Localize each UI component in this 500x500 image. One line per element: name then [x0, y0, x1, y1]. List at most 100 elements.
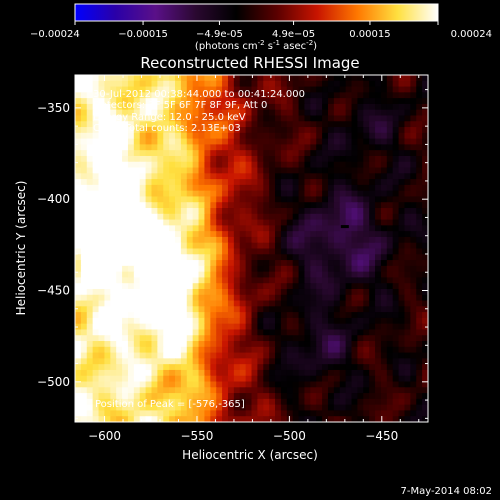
heatmap-cell [251, 231, 258, 238]
heatmap-cell [86, 127, 94, 134]
heatmap-cell [186, 335, 194, 342]
heatmap-cell [280, 132, 288, 140]
heatmap-cell [369, 369, 376, 377]
heatmap-cell [157, 179, 164, 186]
heatmap-cell [175, 393, 182, 400]
heatmap-cell [398, 410, 406, 417]
heatmap-cell [404, 92, 411, 99]
heatmap-cell [351, 341, 358, 348]
heatmap-cell [75, 288, 82, 296]
heatmap-cell [222, 109, 229, 117]
heatmap-cell [375, 265, 382, 273]
heatmap-cell [157, 213, 164, 221]
heatmap-cell [233, 346, 241, 354]
heatmap-cell [122, 196, 129, 203]
heatmap-cell [122, 155, 129, 163]
heatmap-cell [416, 335, 423, 342]
heatmap-cell [216, 288, 223, 296]
heatmap-cell [239, 375, 247, 383]
heatmap-cell [75, 358, 82, 365]
heatmap-cell [369, 208, 376, 215]
heatmap-cell [257, 80, 264, 88]
heatmap-cell [157, 242, 164, 250]
heatmap-cell [222, 277, 229, 284]
heatmap-cell [345, 352, 353, 359]
heatmap-cell [239, 416, 247, 422]
heatmap-cell [345, 86, 353, 93]
heatmap-cell [127, 155, 135, 163]
heatmap-cell [416, 184, 423, 192]
heatmap-cell [169, 410, 176, 417]
heatmap-cell [169, 277, 176, 284]
heatmap-cell [210, 323, 217, 331]
heatmap-cell [345, 271, 353, 279]
heatmap-cell [98, 132, 106, 140]
heatmap-cell [380, 184, 388, 192]
heatmap-cell [257, 121, 264, 128]
heatmap-cell [422, 358, 428, 365]
heatmap-cell [398, 202, 406, 209]
heatmap-cell [257, 346, 264, 354]
heatmap-cell [233, 335, 241, 342]
heatmap-cell [339, 98, 347, 105]
heatmap-cell [322, 341, 329, 348]
heatmap-cell [369, 317, 376, 325]
heatmap-cell [380, 127, 388, 134]
heatmap-cell [357, 155, 364, 163]
heatmap-cell [116, 98, 123, 105]
heatmap-cell [263, 317, 270, 325]
heatmap-cell [404, 219, 411, 226]
heatmap-cell [186, 80, 194, 88]
heatmap-cell [210, 352, 217, 359]
heatmap-cell [298, 288, 306, 296]
heatmap-cell [280, 208, 288, 215]
heatmap-cell [257, 312, 264, 319]
heatmap-cell [133, 179, 141, 186]
heatmap-cell [198, 179, 206, 186]
heatmap-cell [392, 398, 400, 406]
heatmap-cell [80, 190, 88, 198]
heatmap-cell [204, 127, 211, 134]
heatmap-cell [398, 260, 406, 267]
heatmap-cell [333, 208, 341, 215]
heatmap-cell [80, 294, 88, 302]
heatmap-cell [92, 410, 100, 417]
heatmap-cell [345, 335, 353, 342]
heatmap-cell [80, 398, 88, 406]
heatmap-cell [404, 242, 411, 250]
heatmap-cell [198, 410, 206, 417]
heatmap-cell [86, 393, 94, 400]
heatmap-cell [410, 161, 417, 169]
heatmap-cell [410, 202, 417, 209]
heatmap-cell [204, 294, 211, 302]
x-tick-label: −550 [180, 429, 213, 443]
heatmap-cell [375, 127, 382, 134]
heatmap-cell [245, 208, 253, 215]
heatmap-cell [139, 352, 147, 359]
heatmap-cell [345, 260, 353, 267]
heatmap-cell [222, 236, 229, 244]
heatmap-cell [310, 358, 317, 365]
heatmap-cell [163, 121, 170, 128]
heatmap-cell [110, 317, 117, 325]
heatmap-cell [75, 329, 82, 336]
heatmap-cell [304, 109, 311, 117]
heatmap-cell [410, 242, 417, 250]
heatmap-cell [327, 144, 335, 151]
heatmap-cell [286, 167, 294, 174]
heatmap-cell [133, 381, 141, 388]
heatmap-cell [363, 335, 370, 342]
heatmap-cell [351, 190, 358, 198]
heatmap-cell [416, 312, 423, 319]
heatmap-cell [151, 184, 158, 192]
heatmap-cell [339, 86, 347, 93]
heatmap-cell [133, 398, 141, 406]
heatmap-cell [151, 115, 158, 122]
heatmap-cell [180, 387, 188, 394]
heatmap-cell [392, 219, 400, 226]
heatmap-cell [139, 236, 147, 244]
heatmap-cell [416, 329, 423, 336]
heatmap-cell [286, 98, 294, 105]
heatmap-cell [98, 364, 106, 371]
heatmap-cell [92, 167, 100, 174]
